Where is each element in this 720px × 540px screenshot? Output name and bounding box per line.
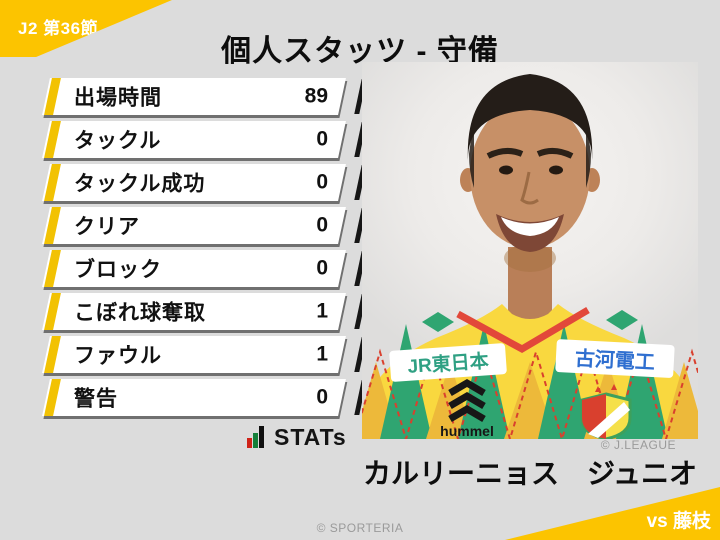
stat-row-yellow-cards: 警告 0: [42, 379, 367, 416]
chin-shadow: [504, 244, 556, 272]
stat-row-clearances: クリア 0: [42, 207, 367, 244]
stat-value: 0: [316, 385, 328, 409]
stat-row-loose-ball-recoveries: こぼれ球奪取 1: [42, 293, 367, 330]
hair-side-left: [469, 118, 474, 188]
hair: [467, 74, 593, 162]
jersey-diamond-right: [606, 310, 638, 330]
stats-wordmark: STATs: [274, 424, 347, 450]
sponsor-patch-right: 古河電工: [555, 339, 675, 378]
teeth: [501, 217, 559, 236]
eye-left: [499, 165, 513, 175]
competition-label: J2 第36節: [18, 19, 99, 38]
stat-row-blocks: ブロック 0: [42, 250, 367, 287]
stat-value: 1: [316, 342, 328, 366]
sponsor-patch-left: JR東日本: [389, 343, 507, 382]
league-credit: © J.LEAGUE: [600, 438, 676, 452]
stat-label: 出場時間: [74, 85, 162, 109]
sponsor-right-text: 古河電工: [574, 346, 655, 374]
player-silhouette: JR東日本 古河電工 hummel: [362, 74, 698, 439]
bar-green: [253, 433, 258, 448]
stat-row-tackles: タックル 0: [42, 121, 367, 158]
stat-value: 0: [316, 170, 328, 194]
collar-trim: [456, 306, 590, 354]
club-crest-icon: [580, 384, 632, 439]
stat-label: クリア: [74, 214, 140, 238]
stat-label: タックル成功: [74, 171, 206, 195]
opponent-label: vs 藤枝: [646, 511, 711, 532]
eye-right: [549, 165, 563, 175]
nose: [520, 171, 539, 205]
sporteria-credit: © SPORTERIA: [316, 521, 404, 535]
bar-black: [259, 426, 264, 448]
stat-value: 0: [316, 213, 328, 237]
hummel-logo: hummel: [440, 378, 494, 439]
kit-brand-text: hummel: [440, 423, 494, 439]
stat-value: 89: [304, 84, 328, 108]
mini-bar-chart-icon: [247, 426, 265, 448]
stat-label: ブロック: [74, 257, 162, 281]
stat-row-playing-time: 出場時間 89: [42, 78, 367, 115]
stat-label: タックル: [74, 128, 162, 152]
eyebrow-left: [486, 148, 524, 159]
stat-value: 1: [316, 299, 328, 323]
jersey-diamond-left: [422, 312, 454, 332]
stats-logo: STATs: [247, 424, 347, 450]
stat-label: ファウル: [74, 343, 162, 367]
neck: [508, 247, 552, 322]
stat-row-tackles-won: タックル成功 0: [42, 164, 367, 201]
player-name: カルリーニョス ジュニオ: [362, 458, 698, 489]
stat-value: 0: [316, 256, 328, 280]
player-photo: JR東日本 古河電工 hummel: [362, 62, 698, 439]
hair-side-right: [586, 118, 591, 188]
stat-value: 0: [316, 127, 328, 151]
stat-label: 警告: [74, 386, 118, 410]
stat-row-fouls: ファウル 1: [42, 336, 367, 373]
bar-red: [247, 438, 252, 448]
stat-label: こぼれ球奪取: [74, 300, 206, 324]
eyebrow-right: [536, 148, 574, 159]
